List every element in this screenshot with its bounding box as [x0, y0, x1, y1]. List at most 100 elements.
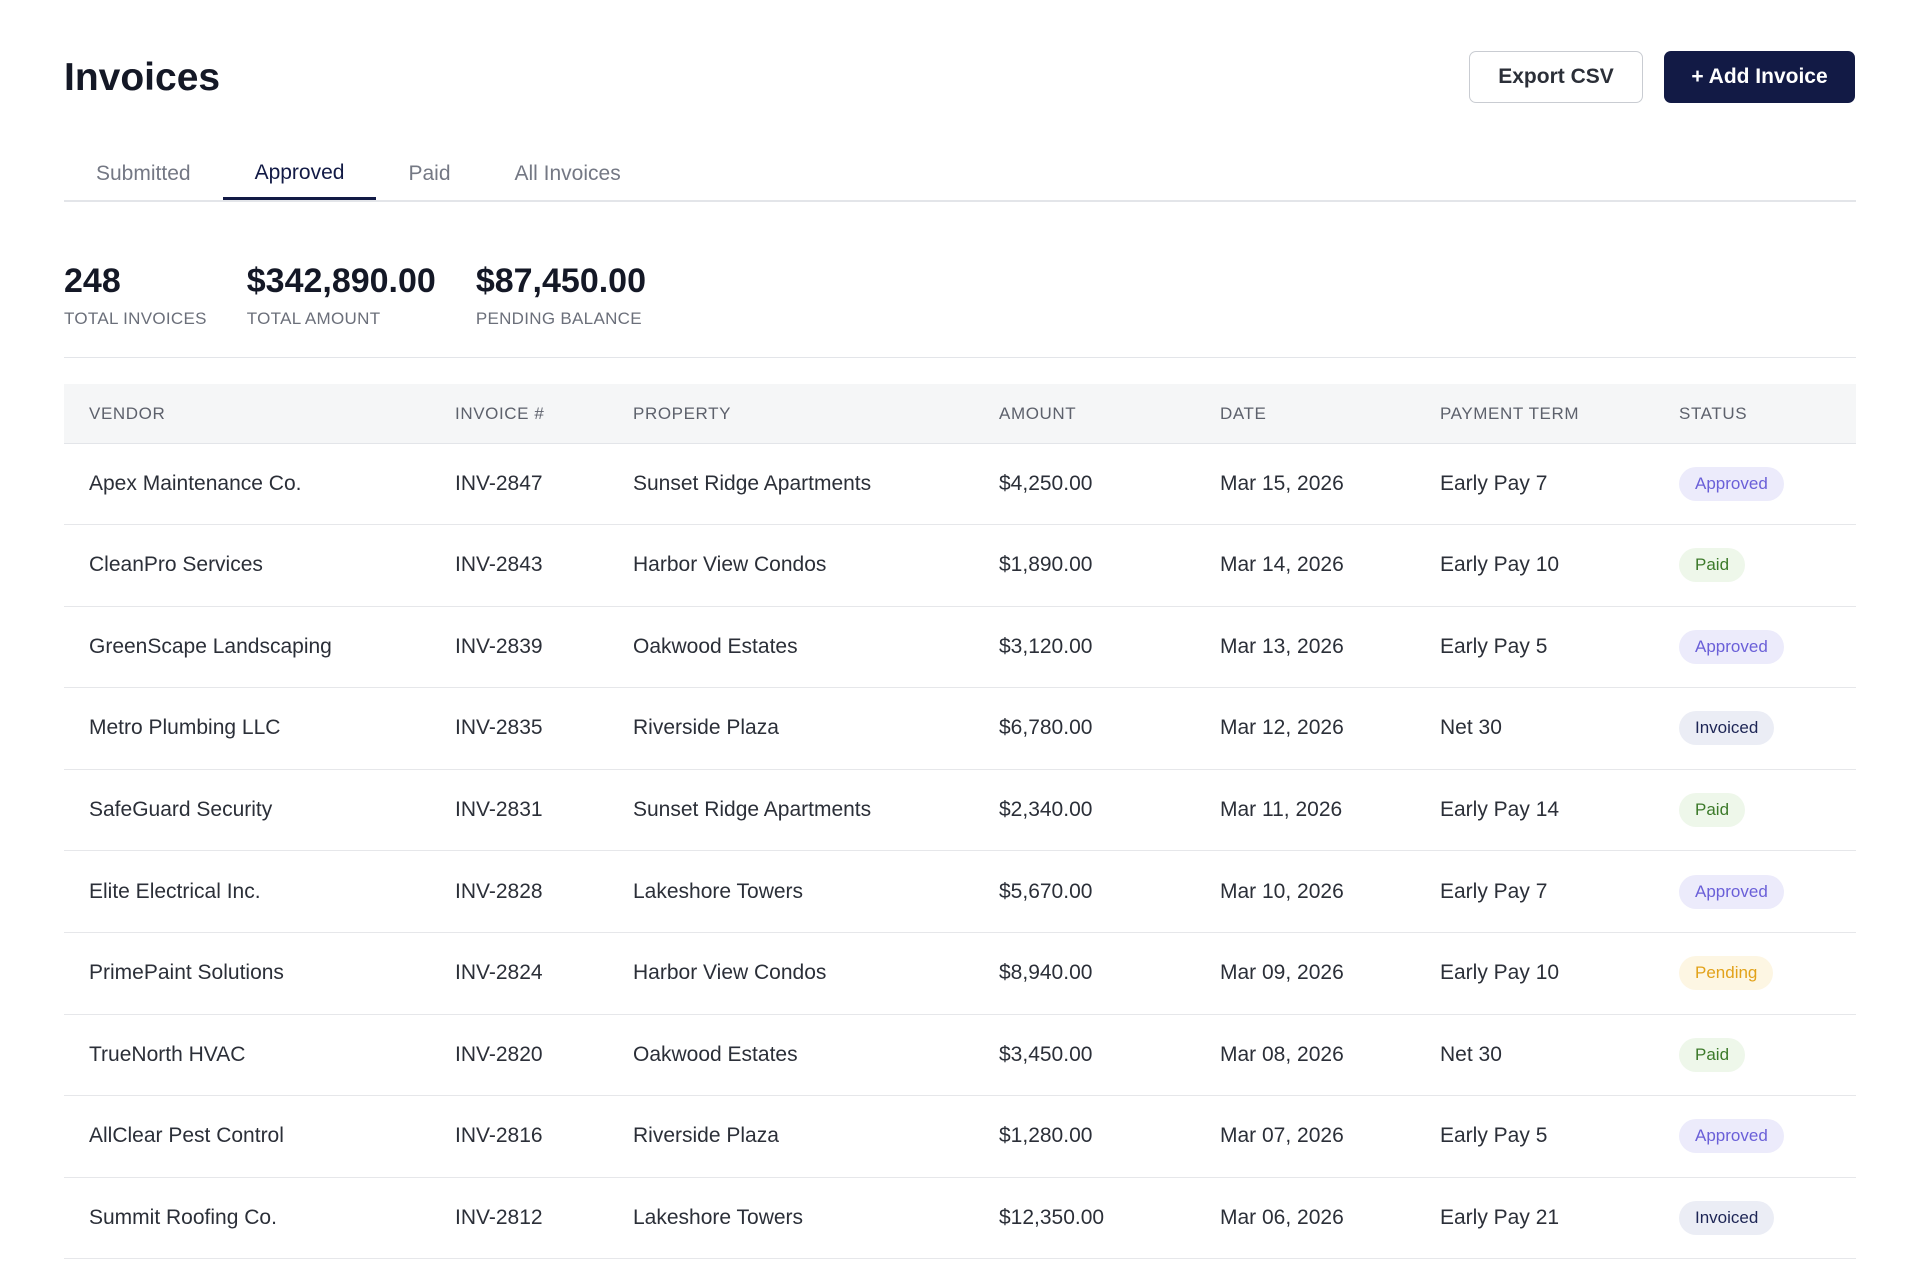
- column-header: STATUS: [1679, 403, 1748, 423]
- export-button[interactable]: Export CSV: [1469, 51, 1643, 103]
- table-cell: Approved: [1679, 851, 1784, 932]
- page-title: Invoices: [64, 56, 221, 99]
- tab[interactable]: Submitted: [96, 162, 191, 185]
- add-invoice-button[interactable]: + Add Invoice: [1664, 51, 1855, 103]
- status-badge: Approved: [1679, 466, 1784, 501]
- table-cell: INV-2828: [455, 879, 543, 903]
- table-row[interactable]: CleanPro Services INV-2843 Harbor View Con…: [64, 525, 1856, 607]
- table-cell: $5,670.00: [999, 879, 1093, 903]
- column-header: VENDOR: [89, 403, 166, 423]
- table-cell: Pending: [1679, 933, 1774, 1014]
- table-cell: INV-2824: [455, 961, 543, 985]
- table-cell: Paid: [1679, 1014, 1746, 1095]
- table-cell: Approved: [1679, 606, 1784, 687]
- table-cell: CleanPro Services: [89, 553, 263, 577]
- table-cell: Harbor View Condos: [633, 961, 827, 985]
- stat-label: PENDING BALANCE: [475, 309, 642, 328]
- table-header: VENDOR INVOICE # PROPERTY AMOUNT DATE PAYMENT…: [64, 384, 1856, 444]
- table-cell: Early Pay 14: [1440, 797, 1560, 821]
- table-cell: Paid: [1679, 769, 1746, 850]
- table-cell: Early Pay 5: [1440, 1124, 1548, 1148]
- table-cell: Mar 07, 2026: [1220, 1124, 1344, 1148]
- column-header: DATE: [1220, 403, 1267, 423]
- status-badge: Pending: [1679, 956, 1774, 991]
- status-badge: Paid: [1679, 548, 1746, 583]
- stat-label: TOTAL INVOICES: [64, 309, 207, 328]
- table-cell: Apex Maintenance Co.: [89, 471, 302, 495]
- tab-bar: Submitted Approved Paid All Invoices: [64, 148, 1856, 202]
- stat-label: TOTAL AMOUNT: [246, 309, 381, 328]
- table-cell: Invoiced: [1679, 1177, 1775, 1258]
- table-row[interactable]: SafeGuard Security INV-2831 Sunset Ridge A…: [64, 769, 1856, 852]
- table-cell: Invoiced: [1679, 688, 1775, 769]
- status-badge: Invoiced: [1679, 711, 1775, 746]
- status-badge: Approved: [1679, 1119, 1784, 1154]
- table-cell: SafeGuard Security: [89, 797, 273, 821]
- table-row[interactable]: Metro Plumbing LLC INV-2835 Riverside Plaz…: [64, 688, 1856, 770]
- table-cell: INV-2843: [455, 553, 543, 577]
- stats: 248 TOTAL INVOICES $342,890.00 TOTAL AMOUNT…: [64, 262, 646, 329]
- table-cell: Riverside Plaza: [633, 1124, 779, 1148]
- table-cell: $2,340.00: [999, 797, 1093, 821]
- stat-value: $87,450.00: [475, 262, 646, 300]
- table-cell: Early Pay 21: [1440, 1205, 1560, 1229]
- stat: 248 TOTAL INVOICES: [64, 262, 207, 329]
- table-cell: Elite Electrical Inc.: [89, 879, 261, 903]
- status-badge: Approved: [1679, 874, 1784, 909]
- table-cell: INV-2831: [455, 797, 543, 821]
- table-cell: INV-2847: [455, 471, 543, 495]
- column-header: INVOICE #: [455, 403, 545, 423]
- table-cell: Net 30: [1440, 716, 1502, 740]
- table-cell: INV-2835: [455, 716, 543, 740]
- table-cell: $6,780.00: [999, 716, 1093, 740]
- table-cell: Mar 10, 2026: [1220, 879, 1344, 903]
- tab[interactable]: Approved: [222, 148, 377, 200]
- table-cell: Mar 13, 2026: [1220, 634, 1344, 658]
- status-badge: Invoiced: [1679, 1200, 1775, 1235]
- table-row[interactable]: TrueNorth HVAC INV-2820 Oakwood Estates $3,…: [64, 1014, 1856, 1097]
- table-cell: $8,940.00: [999, 961, 1093, 985]
- stat-value: 248: [64, 262, 121, 300]
- table-cell: Net 30: [1440, 1042, 1502, 1066]
- column-header: AMOUNT: [999, 403, 1077, 423]
- status-badge: Paid: [1679, 1037, 1746, 1072]
- table-cell: $12,350.00: [999, 1205, 1105, 1229]
- table-cell: $1,890.00: [999, 553, 1093, 577]
- table-cell: Mar 12, 2026: [1220, 716, 1344, 740]
- table-cell: Early Pay 10: [1440, 961, 1560, 985]
- table-cell: $1,280.00: [999, 1124, 1093, 1148]
- table-cell: $3,120.00: [999, 634, 1093, 658]
- table-cell: Riverside Plaza: [633, 716, 779, 740]
- table-cell: Paid: [1679, 525, 1746, 606]
- tab[interactable]: Paid: [408, 162, 451, 185]
- table-cell: Mar 11, 2026: [1220, 797, 1343, 821]
- table-row[interactable]: Elite Electrical Inc. INV-2828 Lakeshore T…: [64, 851, 1856, 933]
- table-cell: Early Pay 10: [1440, 553, 1560, 577]
- table-cell: Sunset Ridge Apartments: [633, 471, 872, 495]
- status-badge: Paid: [1679, 792, 1746, 827]
- table-cell: Harbor View Condos: [633, 553, 827, 577]
- stat-value: $342,890.00: [246, 262, 436, 300]
- table-cell: Mar 09, 2026: [1220, 961, 1344, 985]
- table-row[interactable]: PrimePaint Solutions INV-2824 Harbor View …: [64, 933, 1856, 1015]
- table-cell: Sunset Ridge Apartments: [633, 797, 872, 821]
- table-row[interactable]: GreenScape Landscaping INV-2839 Oakwood Es…: [64, 606, 1856, 689]
- table-cell: Early Pay 7: [1440, 879, 1548, 903]
- status-badge: Approved: [1679, 629, 1784, 664]
- column-header: PROPERTY: [633, 403, 732, 423]
- divider: [64, 357, 1856, 358]
- table-cell: AllClear Pest Control: [89, 1124, 284, 1148]
- tab[interactable]: All Invoices: [514, 162, 621, 185]
- table-cell: Mar 06, 2026: [1220, 1205, 1344, 1229]
- table-cell: TrueNorth HVAC: [89, 1042, 246, 1066]
- stat: $87,450.00 PENDING BALANCE: [476, 262, 646, 329]
- table-row[interactable]: Summit Roofing Co. INV-2812 Lakeshore Towe…: [64, 1177, 1856, 1260]
- table-row[interactable]: AllClear Pest Control INV-2816 Riverside P…: [64, 1096, 1856, 1178]
- table-cell: Early Pay 5: [1440, 634, 1548, 658]
- table-cell: $4,250.00: [999, 471, 1093, 495]
- table-row[interactable]: Apex Maintenance Co. INV-2847 Sunset Ridge…: [64, 443, 1856, 525]
- table-cell: Mar 14, 2026: [1220, 553, 1344, 577]
- table-cell: Mar 15, 2026: [1220, 471, 1344, 495]
- table-cell: Approved: [1679, 443, 1784, 524]
